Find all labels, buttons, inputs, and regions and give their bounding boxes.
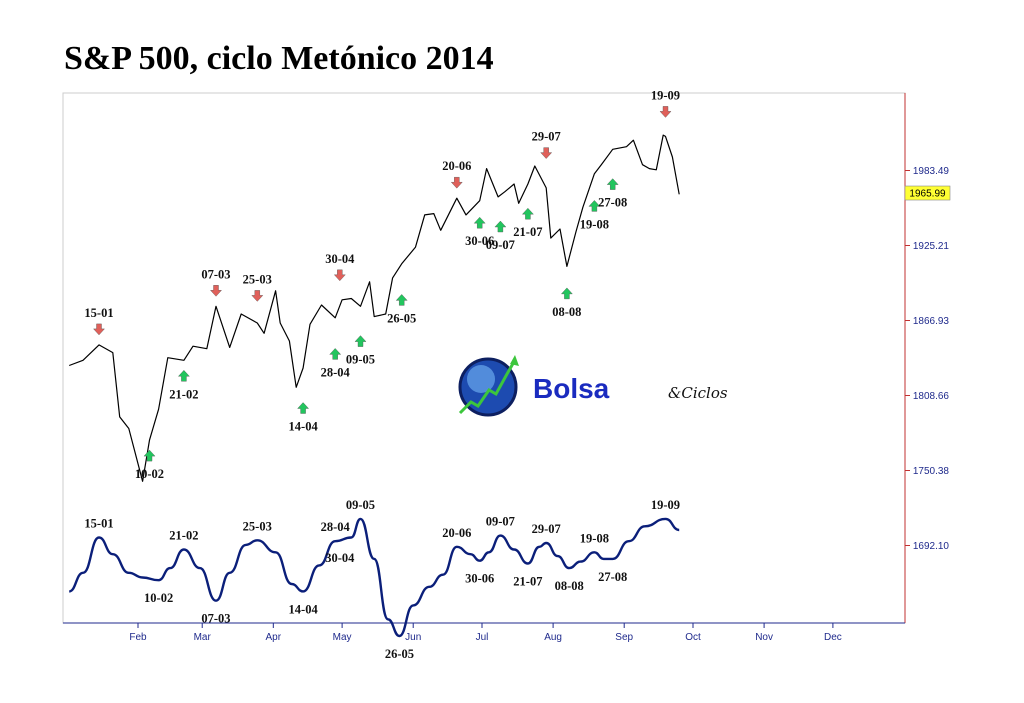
arrow-down-icon (251, 290, 264, 302)
x-tick-label: Dec (824, 632, 842, 643)
arrow-up-icon (494, 220, 507, 233)
y-tick-label: 1983.49 (913, 166, 950, 177)
cycle-label: 10-02 (144, 591, 173, 605)
cycle-label: 19-08 (580, 531, 609, 545)
marker-label: 10-02 (135, 467, 164, 481)
marker-label: 19-08 (580, 217, 609, 231)
y-tick-label: 1866.93 (913, 316, 950, 327)
arrow-up-icon (354, 335, 367, 347)
x-tick-label: Nov (755, 632, 773, 643)
cycle-label: 26-05 (385, 647, 414, 661)
marker-label: 21-07 (513, 225, 542, 239)
price-markers: 15-01 10-02 21-02 07-03 25-03 14-04 30-04 28-04… (84, 88, 680, 481)
marker-label: 14-04 (289, 419, 319, 433)
x-axis: Feb Mar Apr May Jun Jul Aug Sep Oct Nov Dec (129, 623, 842, 643)
price-series (68, 134, 680, 482)
arrow-up-icon (473, 216, 486, 229)
x-tick-label: May (333, 632, 352, 643)
marker-label: 30-06 (465, 234, 494, 248)
marker-label: 29-07 (532, 130, 561, 144)
cycle-line (68, 517, 680, 638)
y-axis: 1692.10 1750.38 1808.66 1866.93 1925.21 1983.… (905, 166, 949, 552)
cycle-label: 08-08 (555, 579, 584, 593)
x-tick-label: Mar (194, 632, 212, 643)
y-tick-label: 1692.10 (913, 541, 950, 552)
cycle-label: 07-03 (201, 612, 230, 626)
x-tick-label: Sep (615, 632, 633, 643)
arrow-up-icon (606, 178, 619, 190)
arrow-up-icon (395, 294, 408, 306)
cycle-label: 28-04 (321, 520, 351, 534)
cycle-label: 19-09 (651, 498, 680, 512)
logo-text: Bolsa (533, 373, 610, 404)
marker-label: 09-05 (346, 353, 375, 367)
marker-label: 25-03 (243, 272, 272, 286)
chart-title: S&P 500, ciclo Metónico 2014 (64, 40, 494, 77)
arrow-up-icon (297, 402, 310, 414)
cycle-label: 21-07 (513, 575, 542, 589)
current-price-tag: 1965.99 (904, 185, 951, 201)
cycle-label: 30-04 (325, 551, 355, 565)
marker-label: 20-06 (442, 159, 471, 173)
logo-suffix: &Ciclos (668, 384, 728, 402)
cycle-label: 15-01 (84, 516, 113, 530)
arrow-down-icon (210, 285, 222, 297)
x-tick-label: Jun (405, 632, 421, 643)
logo-trend-icon (458, 359, 517, 415)
arrow-down-icon (450, 176, 463, 189)
arrow-down-icon (93, 323, 105, 336)
marker-label: 07-03 (201, 267, 230, 281)
arrow-up-icon (588, 200, 601, 212)
logo: Bolsa &Ciclos (458, 355, 728, 417)
arrow-up-icon (329, 348, 342, 360)
arrow-down-icon (659, 106, 672, 118)
cycle-labels: 15-01 10-02 21-02 07-03 25-03 14-04 28-04 30-04… (84, 498, 680, 661)
marker-label: 15-01 (84, 306, 113, 320)
x-tick-label: Oct (685, 632, 701, 643)
marker-label: 27-08 (598, 196, 627, 210)
arrow-up-icon (143, 449, 156, 462)
marker-label: 09-07 (486, 238, 515, 252)
cycle-label: 21-02 (169, 529, 198, 543)
cycle-label: 09-07 (486, 515, 515, 529)
marker-label: 28-04 (321, 365, 351, 379)
y-tick-label: 1750.38 (913, 466, 950, 477)
cycle-label: 25-03 (243, 519, 272, 533)
arrow-up-icon (560, 287, 573, 300)
x-tick-label: Apr (266, 632, 282, 643)
y-tick-label: 1925.21 (913, 241, 950, 252)
marker-label: 19-09 (651, 88, 680, 102)
current-price-label: 1965.99 (909, 189, 946, 200)
marker-label: 26-05 (387, 311, 416, 325)
cycle-label: 14-04 (289, 602, 319, 616)
marker-label: 21-02 (169, 387, 198, 401)
marker-label: 30-04 (325, 252, 355, 266)
cycle-label: 09-05 (346, 498, 375, 512)
y-tick-label: 1808.66 (913, 391, 950, 402)
x-tick-label: Aug (544, 632, 562, 643)
price-line (68, 134, 680, 482)
current-price-bg (904, 185, 951, 201)
x-tick-label: Feb (129, 632, 147, 643)
marker-label: 08-08 (552, 305, 581, 319)
arrow-down-icon (333, 269, 346, 282)
cycle-label: 29-07 (532, 522, 561, 536)
cycle-series (68, 517, 680, 638)
cycle-label: 27-08 (598, 570, 627, 584)
cycle-label: 30-06 (465, 572, 494, 586)
arrow-down-icon (540, 147, 553, 159)
arrow-up-icon (521, 207, 534, 220)
cycle-label: 20-06 (442, 526, 471, 540)
arrow-up-icon (177, 370, 190, 382)
x-tick-label: Jul (476, 632, 489, 643)
